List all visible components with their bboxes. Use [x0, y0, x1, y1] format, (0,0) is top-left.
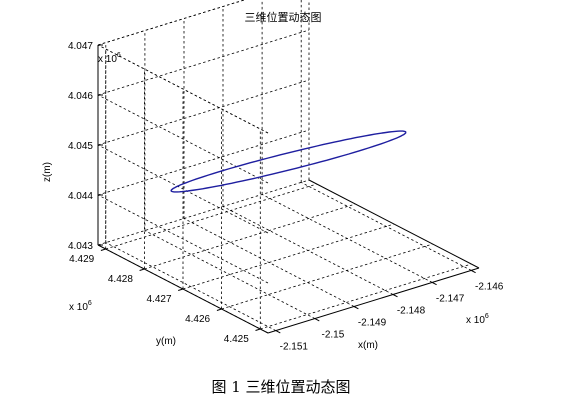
x-exponent-power: 6 — [485, 313, 489, 320]
series-layer — [170, 130, 407, 193]
x-axis-line — [267, 267, 480, 334]
z-tick-label: 4.044 — [68, 191, 93, 202]
y-tick-label: 4.428 — [108, 274, 133, 285]
x-tick-mark — [470, 269, 476, 274]
y-tick-mark — [100, 248, 106, 251]
y-axis-label: y(m) — [156, 336, 176, 347]
grid-line — [97, 194, 269, 284]
x-axis-label: x(m) — [358, 340, 378, 351]
grid-line — [105, 242, 276, 331]
grid-line — [97, 0, 246, 46]
y-tick-mark — [178, 288, 184, 291]
trajectory-line — [170, 130, 407, 193]
figure-caption: 图 1 三维位置动态图 — [211, 378, 350, 396]
z-tick-label: 4.043 — [68, 241, 93, 252]
z-tick-label: 4.046 — [68, 91, 93, 102]
floor-edge-line — [308, 179, 480, 269]
y-tick-label: 4.425 — [224, 334, 249, 345]
grid-line — [97, 129, 310, 196]
z-exponent-base: x 10 — [98, 54, 117, 65]
x-tick-mark — [353, 306, 359, 310]
x-tick-label: -2.147 — [436, 293, 465, 304]
x-tick-mark — [275, 330, 281, 334]
grid-line — [260, 263, 472, 330]
chart-title: 三维位置动态图 — [245, 10, 322, 24]
x-tick-mark — [392, 294, 398, 298]
axis-box — [97, 44, 480, 334]
y-tick-label: 4.427 — [146, 294, 171, 305]
y-tick-label: 4.426 — [185, 314, 210, 325]
z-tick-label: 4.047 — [68, 41, 93, 52]
x-tick-label: -2.151 — [280, 342, 309, 353]
x-tick-label: -2.146 — [475, 281, 504, 292]
y-tick-mark — [216, 308, 222, 311]
grid-line — [105, 183, 317, 250]
y-tick-mark — [255, 328, 261, 331]
y-tick-mark — [139, 268, 145, 271]
grid-lines — [97, 0, 472, 334]
y-exponent: x 106 — [69, 300, 92, 313]
grid-line — [182, 223, 395, 290]
x-tick-mark — [314, 318, 320, 322]
grid-line — [97, 144, 269, 234]
x-tick-label: -2.149 — [358, 318, 387, 329]
grid-line — [97, 44, 269, 134]
z-tick-label: 4.045 — [68, 141, 93, 152]
z-exponent: x 106 — [98, 52, 121, 65]
z-axis-label: z(m) — [42, 162, 53, 182]
grid-line — [144, 203, 356, 270]
x-tick-label: -2.148 — [397, 306, 426, 317]
grid-line — [144, 230, 316, 319]
tick-labels: -2.151 -2.15 -2.149 -2.148 -2.147 -2.146 4.425… — [68, 41, 504, 353]
z-exponent-power: 6 — [117, 52, 121, 59]
grid-line — [97, 94, 269, 184]
y-exponent-power: 6 — [88, 300, 92, 307]
grid-line — [183, 218, 355, 307]
grid-line — [97, 29, 310, 96]
grid-line — [97, 79, 310, 146]
x-tick-label: -2.15 — [322, 330, 345, 341]
x-exponent: x 106 — [466, 313, 489, 326]
grid-line — [97, 179, 310, 246]
y-exponent-base: x 10 — [69, 302, 88, 313]
grid-line — [301, 182, 472, 271]
grid-line — [221, 243, 433, 310]
x-tick-mark — [431, 281, 437, 286]
x-exponent-base: x 10 — [466, 315, 485, 326]
y-tick-label: 4.429 — [69, 254, 94, 265]
